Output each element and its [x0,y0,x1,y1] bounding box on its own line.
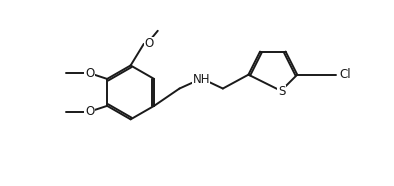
Text: NH: NH [192,73,210,86]
Text: O: O [85,105,94,118]
Text: Cl: Cl [340,68,351,81]
Text: S: S [278,85,285,98]
Text: O: O [145,37,154,50]
Text: O: O [85,67,94,80]
